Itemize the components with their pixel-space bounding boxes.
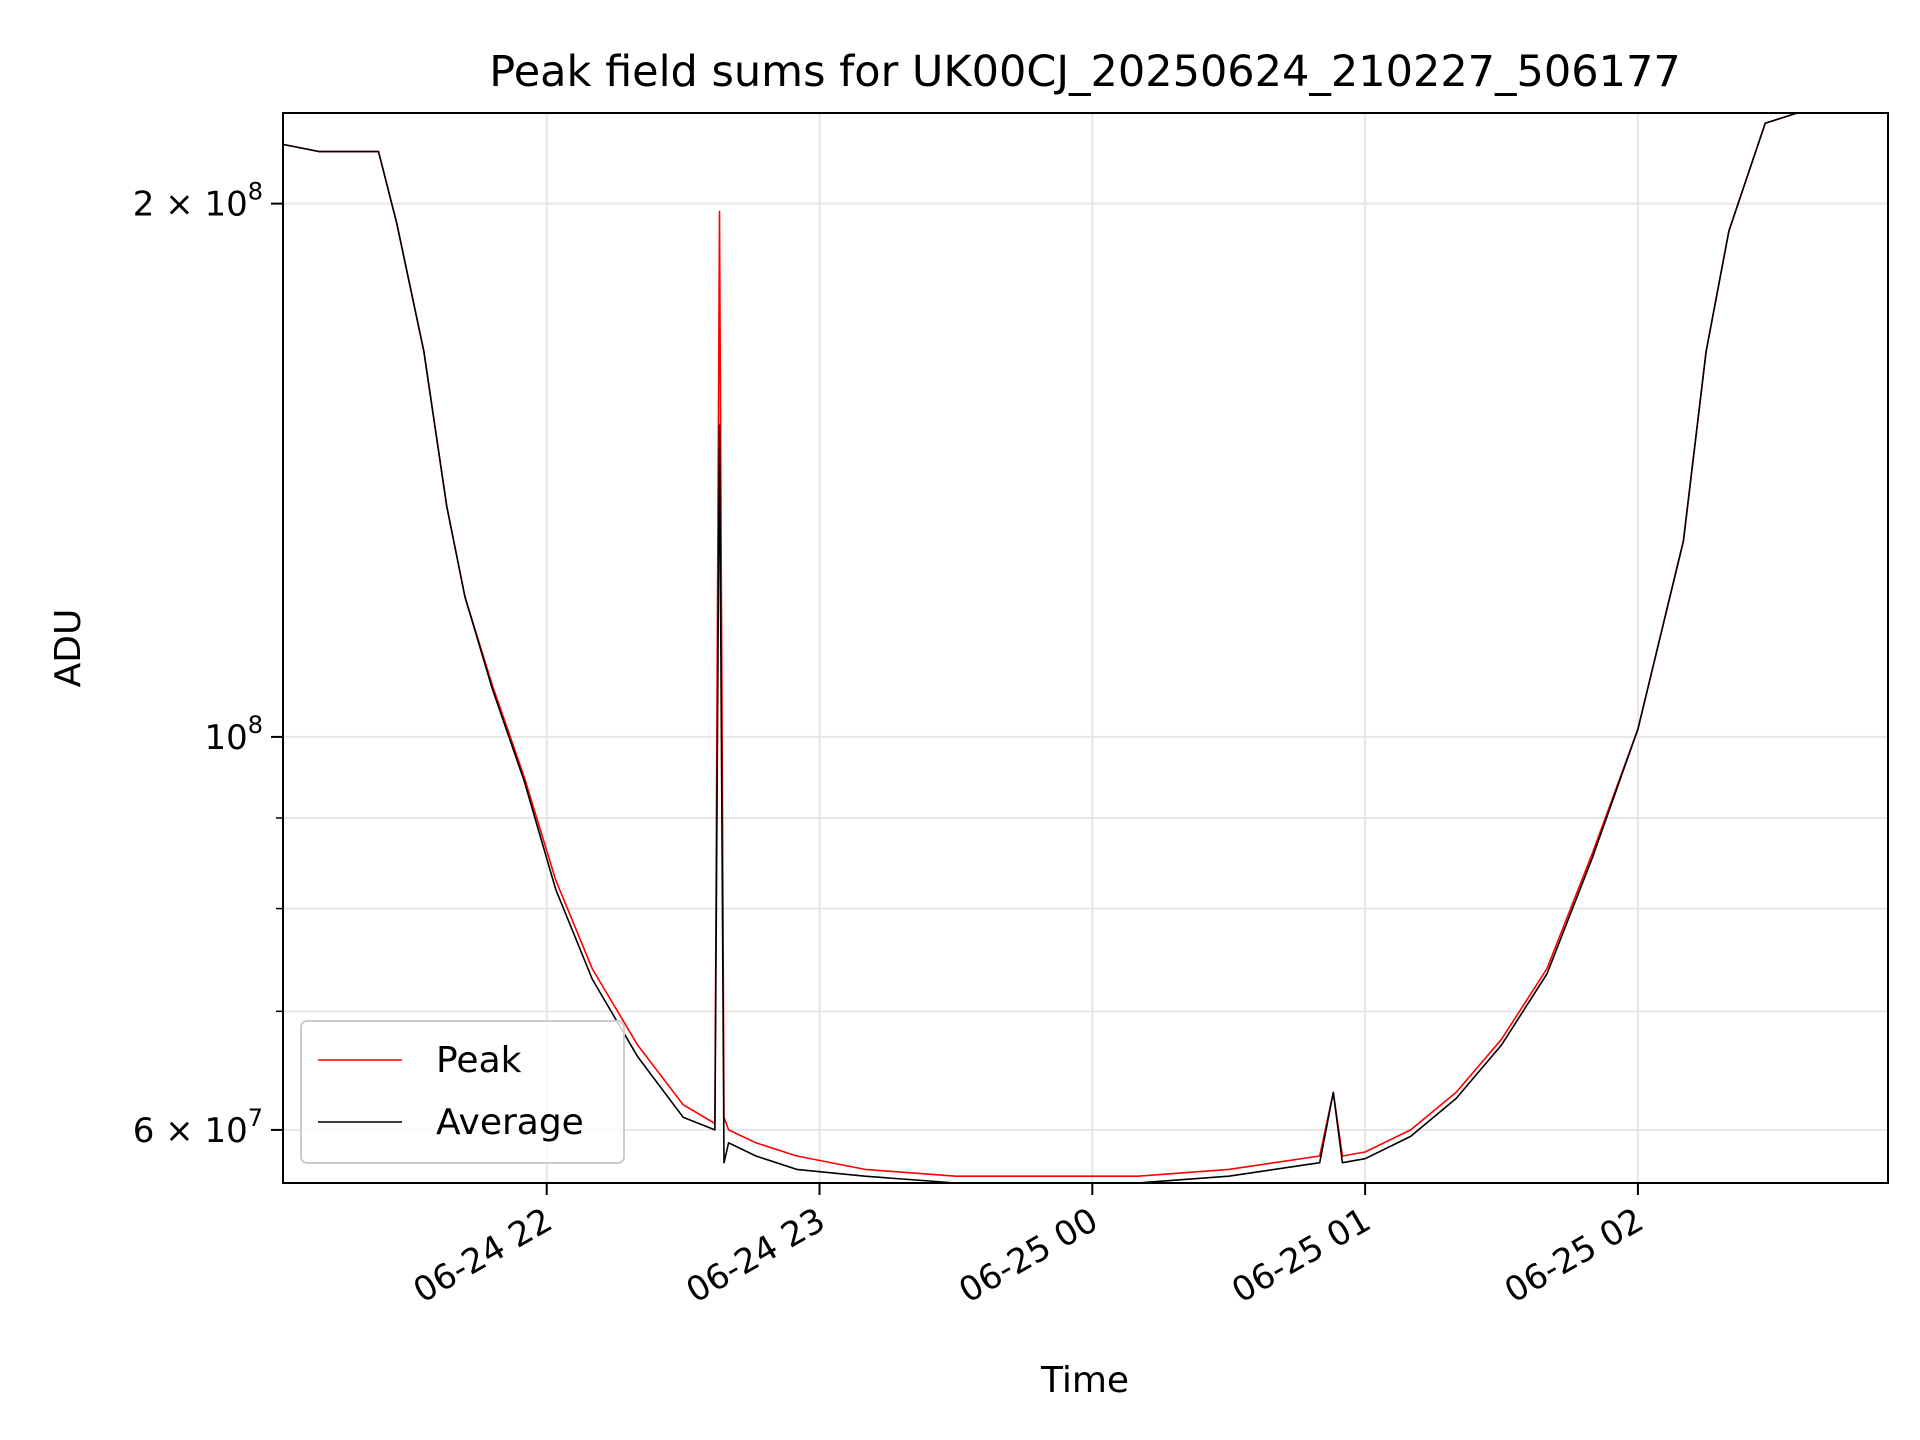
y-tick-labels: 6 × 107 108 2 × 108 (133, 178, 263, 1151)
axis-ticks (271, 202, 1639, 1195)
chart-title: Peak field sums for UK00CJ_20250624_2102… (489, 47, 1680, 97)
legend-box (300, 1020, 625, 1164)
series-line-average (282, 112, 1798, 1184)
y-tick-label: 108 (204, 711, 263, 758)
series-lines (282, 112, 1798, 1184)
grid (283, 113, 1888, 1183)
legend-label-peak: Peak (436, 1040, 522, 1081)
legend-label-average: Average (436, 1102, 584, 1143)
y-tick-label: 6 × 107 (133, 1104, 263, 1151)
legend: Peak Average (300, 1020, 625, 1164)
y-tick-label: 2 × 108 (133, 178, 263, 225)
x-axis-label: Time (1040, 1360, 1129, 1401)
plot-frame (282, 112, 1889, 1184)
y-axis-label: ADU (48, 609, 89, 688)
